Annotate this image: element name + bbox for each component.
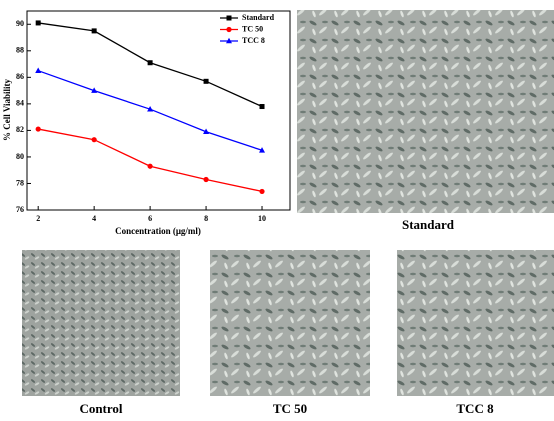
- y-tick-label: 80: [16, 152, 24, 161]
- marker: [35, 126, 41, 132]
- marker: [203, 176, 209, 183]
- marker: [226, 26, 232, 33]
- marker: [147, 163, 153, 169]
- marker: [91, 87, 98, 93]
- legend-label: TC 50: [242, 24, 263, 33]
- marker: [147, 60, 153, 66]
- micrograph: [210, 250, 370, 396]
- micrograph: [397, 250, 554, 396]
- marker: [203, 128, 210, 135]
- panel-label: Standard: [402, 217, 455, 232]
- legend-label: TCC 8: [242, 36, 265, 45]
- y-tick-label: 78: [16, 178, 24, 187]
- micrograph: [297, 10, 554, 213]
- marker: [35, 67, 42, 73]
- y-tick-label: 84: [16, 99, 24, 108]
- panel-label: TCC 8: [456, 401, 494, 416]
- legend-label: Standard: [242, 13, 275, 22]
- x-tick-label: 4: [92, 214, 96, 223]
- y-tick-label: 76: [16, 205, 24, 214]
- plot-frame: [26, 10, 291, 211]
- marker: [35, 20, 41, 26]
- marker: [203, 78, 209, 84]
- series-line: [38, 128, 263, 193]
- x-tick-label: 8: [204, 214, 208, 223]
- y-axis-label: % Cell Viability: [2, 79, 12, 142]
- marker: [259, 147, 266, 153]
- x-tick-label: 2: [36, 214, 40, 223]
- y-tick-label: 88: [16, 46, 24, 55]
- marker: [259, 104, 265, 110]
- marker: [226, 15, 232, 21]
- x-tick-label: 6: [148, 214, 152, 223]
- panel-label: Control: [79, 401, 122, 416]
- x-tick-label: 10: [258, 214, 266, 223]
- y-tick-label: 90: [16, 19, 24, 28]
- y-tick-label: 86: [16, 72, 24, 81]
- x-axis-label: Concentration (μg/ml): [115, 226, 201, 236]
- panel-label: TC 50: [273, 401, 307, 416]
- marker: [147, 105, 154, 112]
- y-tick-label: 82: [16, 125, 24, 134]
- marker: [226, 37, 232, 44]
- marker: [259, 188, 265, 195]
- marker: [91, 137, 97, 143]
- micrograph: [22, 250, 180, 396]
- marker: [91, 28, 97, 34]
